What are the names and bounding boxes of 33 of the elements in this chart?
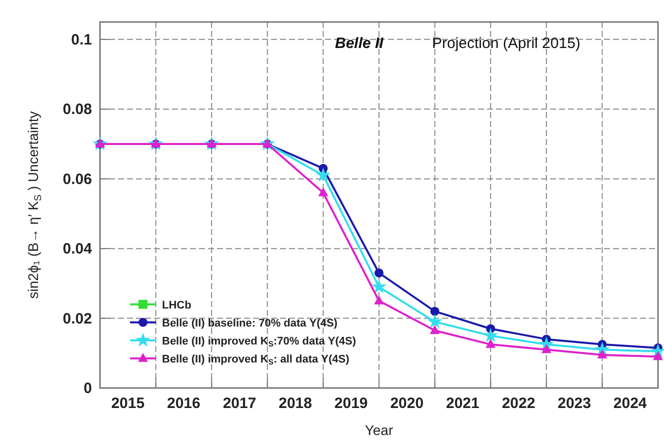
y-tick-label: 0.02	[62, 310, 92, 328]
point	[483, 328, 498, 342]
x-tick-label: 2017	[222, 395, 256, 412]
x-tick-label: 2015	[111, 395, 145, 412]
x-tick-label: 2019	[334, 395, 368, 412]
point	[371, 279, 387, 294]
y-tick-label: 0.08	[62, 101, 92, 118]
point	[486, 338, 496, 348]
x-tick-label: 2024	[613, 395, 648, 412]
x-axis-title: Year	[364, 422, 394, 438]
annotation: Belle II	[335, 35, 384, 52]
point	[430, 306, 440, 316]
annotation: Projection (April 2015)	[432, 35, 580, 52]
x-tick-label: 2022	[502, 395, 536, 412]
point	[374, 268, 384, 278]
point	[430, 324, 440, 334]
y-tick-label: 0	[84, 380, 92, 397]
point	[374, 295, 384, 304]
x-tick-label: 2018	[278, 395, 312, 412]
point	[316, 167, 331, 182]
x-tick-label: 2016	[167, 395, 200, 412]
legend-label: Belle (II) baseline: 70% data Υ(4S)	[162, 317, 338, 330]
point	[318, 187, 328, 196]
x-tick-label: 2020	[390, 395, 424, 412]
y-tick-label: 0.06	[62, 170, 92, 188]
y-tick-label: 0.1	[71, 31, 92, 48]
legend-label: LHCb	[162, 299, 192, 312]
x-tick-label: 2023	[558, 395, 591, 412]
y-tick-label: 0.04	[62, 240, 93, 258]
legend-label: Belle (II) improved K$_{S}$: all data Υ(4S)	[162, 353, 350, 367]
legend-label: Belle (II) improved K$_{S}$:70% data Υ(4S)	[162, 335, 356, 349]
point	[427, 314, 442, 328]
x-tick-label: 2021	[446, 395, 480, 412]
